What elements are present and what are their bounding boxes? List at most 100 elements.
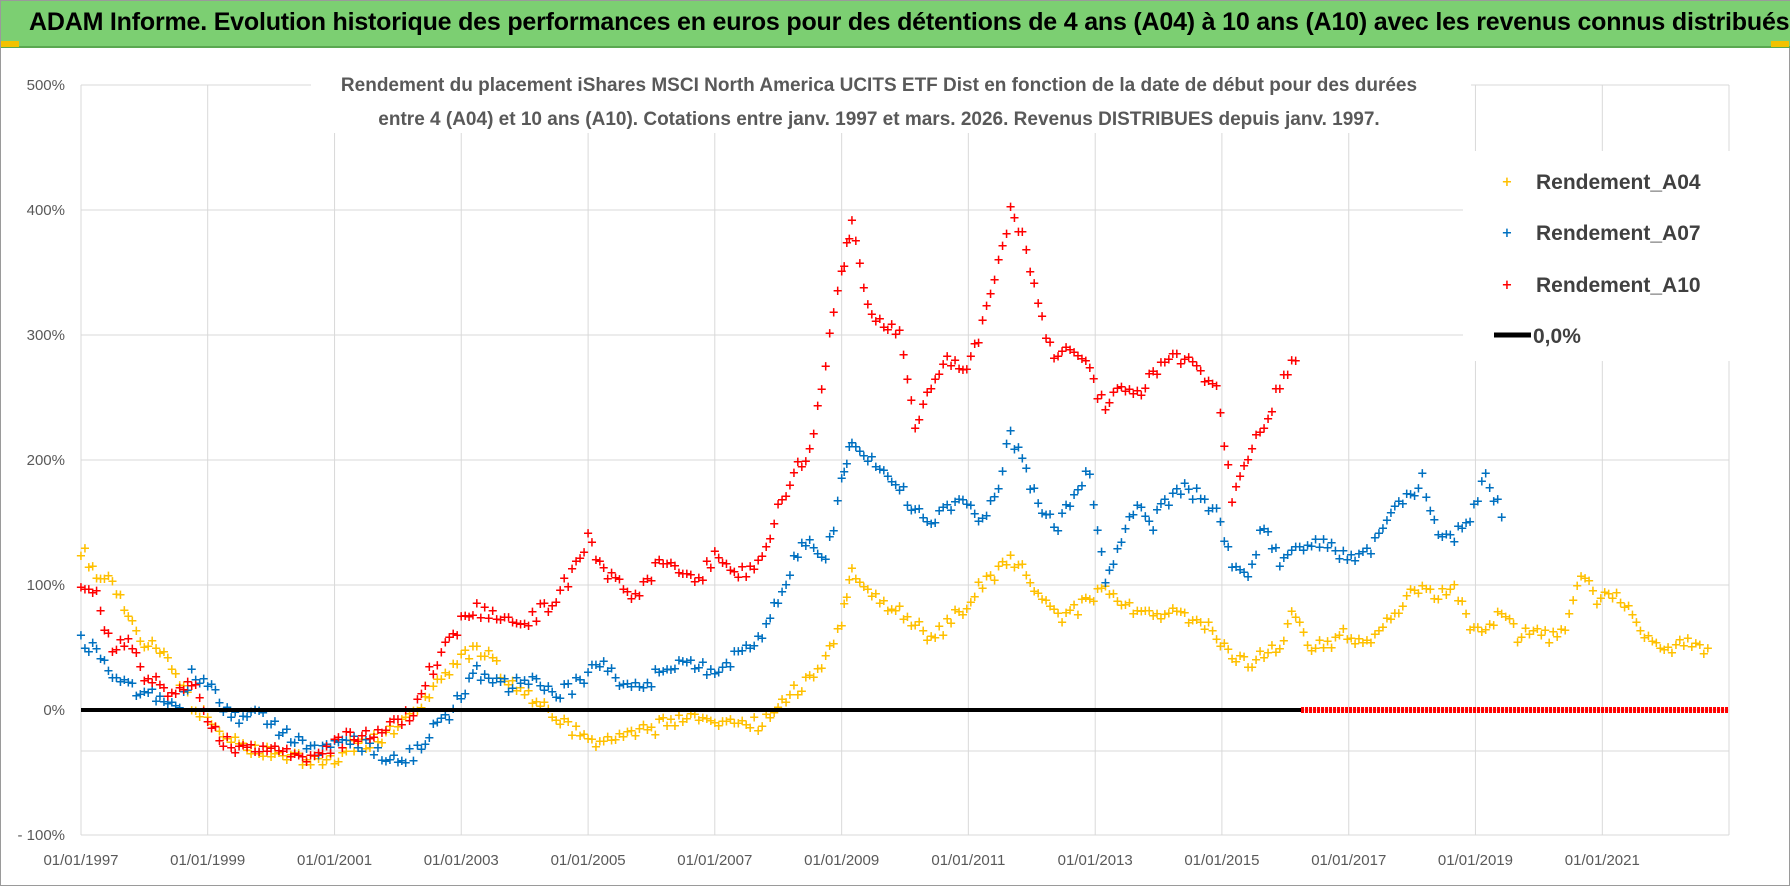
data-point: + [464, 652, 475, 667]
data-point: + [186, 679, 197, 694]
data-point: + [158, 681, 169, 696]
data-point: + [989, 273, 1000, 288]
data-point: + [1409, 584, 1420, 599]
data-point: + [448, 627, 459, 642]
data-point: + [685, 653, 696, 668]
data-point: + [143, 686, 154, 701]
data-point: + [107, 574, 118, 589]
data-point: + [471, 597, 482, 612]
data-point: + [83, 583, 94, 598]
data-point: + [1025, 576, 1036, 591]
data-point: + [1144, 514, 1155, 529]
data-point: + [654, 553, 665, 568]
data-point: + [594, 734, 605, 749]
data-point: + [523, 684, 534, 699]
data-point: + [143, 672, 154, 687]
data-point: + [1239, 566, 1250, 581]
data-point: + [1251, 653, 1262, 668]
data-point: + [289, 746, 300, 761]
data-point: + [583, 665, 594, 680]
data-point: + [1310, 533, 1321, 548]
data-point: + [693, 661, 704, 676]
data-point: + [709, 667, 720, 682]
data-point: + [531, 672, 542, 687]
data-point: + [878, 594, 889, 609]
data-point: + [559, 712, 570, 727]
data-point: + [1540, 623, 1551, 638]
data-point: + [305, 748, 316, 763]
data-point: + [368, 748, 379, 763]
data-point: + [1663, 640, 1674, 655]
data-point: + [618, 582, 629, 597]
data-point: + [555, 718, 566, 733]
data-point: + [590, 553, 601, 568]
data-point: + [301, 755, 312, 770]
data-point: + [788, 678, 799, 693]
data-point: + [1033, 586, 1044, 601]
data-point: + [583, 526, 594, 541]
data-point: + [993, 559, 1004, 574]
x-tick-label: 01/01/1999 [170, 852, 245, 869]
x-tick-label: 01/01/2021 [1565, 852, 1640, 869]
data-point: + [938, 628, 949, 643]
x-tick-label: 01/01/2009 [804, 852, 879, 869]
data-point: + [1270, 541, 1281, 556]
data-point: + [1120, 384, 1131, 399]
data-point: + [816, 550, 827, 565]
data-point: + [1073, 483, 1084, 498]
data-point: + [1219, 637, 1230, 652]
data-point: + [1334, 552, 1345, 567]
data-point: + [725, 713, 736, 728]
data-point: + [1314, 634, 1325, 649]
data-point: + [452, 657, 463, 672]
data-point: + [1231, 480, 1242, 495]
data-point: + [1053, 607, 1064, 622]
data-point: + [1104, 588, 1115, 603]
data-point: + [563, 580, 574, 595]
data-point: + [701, 554, 712, 569]
data-point: + [1080, 465, 1091, 480]
data-point: + [1037, 593, 1048, 608]
data-point: + [1041, 508, 1052, 523]
data-point: + [989, 490, 1000, 505]
data-point: + [1073, 349, 1084, 364]
data-point: + [1159, 356, 1170, 371]
data-point: + [981, 509, 992, 524]
data-point: + [321, 740, 332, 755]
data-point: + [985, 494, 996, 509]
data-point: + [440, 636, 451, 651]
data-point: + [1298, 625, 1309, 640]
data-point: + [1013, 225, 1024, 240]
data-point: + [697, 656, 708, 671]
data-point: + [162, 690, 173, 705]
data-point: + [266, 717, 277, 732]
data-point: + [1278, 368, 1289, 383]
data-point: + [479, 649, 490, 664]
data-point: + [958, 608, 969, 623]
data-point: + [1084, 361, 1095, 376]
data-point: + [79, 641, 90, 656]
data-point: + [745, 721, 756, 736]
data-point: + [551, 596, 562, 611]
data-point: + [349, 729, 360, 744]
data-point: + [559, 678, 570, 693]
data-point: + [297, 758, 308, 773]
data-point: + [622, 725, 633, 740]
data-point: + [1096, 545, 1107, 560]
x-axis-labels: 01/01/1997 01/01/1999 01/01/2001 01/01/2003… [43, 852, 1639, 869]
data-point: + [277, 726, 288, 741]
data-point: + [1199, 623, 1210, 638]
data-point: + [297, 750, 308, 765]
data-point: + [1350, 554, 1361, 569]
data-point: + [444, 630, 455, 645]
data-point: + [166, 662, 177, 677]
data-point: + [95, 572, 106, 587]
data-point: + [206, 677, 217, 692]
data-point: + [713, 551, 724, 566]
data-point: + [349, 744, 360, 759]
data-point: + [1267, 405, 1278, 420]
legend-label-zero: 0,0% [1533, 325, 1581, 348]
legend-marker-a07: + [1502, 226, 1513, 241]
data-point: + [420, 679, 431, 694]
